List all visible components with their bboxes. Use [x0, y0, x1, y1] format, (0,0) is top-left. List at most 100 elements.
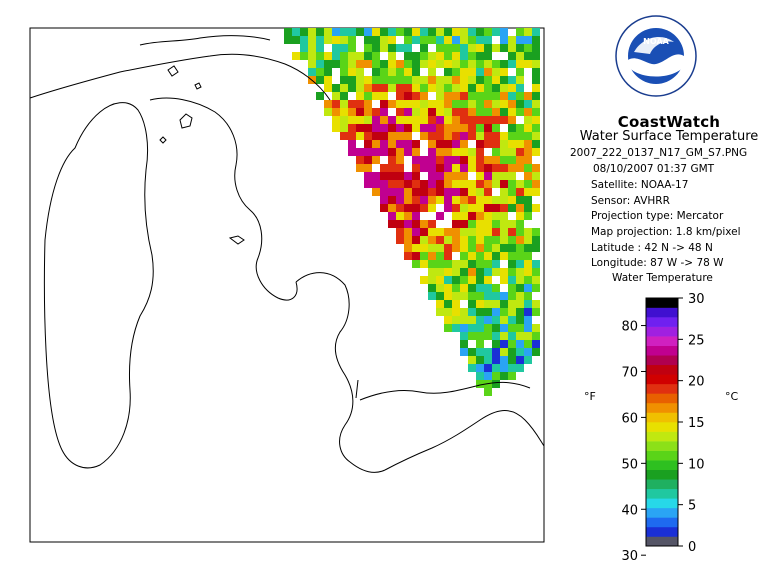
sst-pixel [460, 148, 468, 156]
sst-pixel [372, 188, 380, 196]
sst-pixel [484, 84, 492, 92]
sst-pixel [396, 132, 404, 140]
sst-pixel [500, 332, 508, 340]
sst-pixel [492, 308, 500, 316]
sst-pixel [484, 212, 492, 220]
sst-pixel [420, 44, 428, 52]
sst-pixel [500, 140, 508, 148]
sst-pixel [460, 324, 468, 332]
sst-pixel [444, 132, 452, 140]
sst-pixel [284, 36, 292, 44]
sst-pixel [484, 196, 492, 204]
sst-pixel [476, 204, 484, 212]
sst-pixel [412, 188, 420, 196]
sst-pixel [516, 260, 524, 268]
sst-pixel [476, 372, 484, 380]
sst-pixel [508, 356, 516, 364]
sst-pixel [404, 52, 412, 60]
sst-pixel [508, 180, 516, 188]
sst-pixel [324, 68, 332, 76]
sst-pixel [444, 244, 452, 252]
sst-pixel [476, 364, 484, 372]
colorbar-swatch [646, 374, 678, 385]
colorbar-swatch [646, 450, 678, 461]
sst-pixel [372, 76, 380, 84]
sst-pixel [460, 188, 468, 196]
sst-pixel [396, 60, 404, 68]
sst-pixel [492, 100, 500, 108]
sst-pixel [500, 60, 508, 68]
sst-pixel [492, 372, 500, 380]
sst-pixel [508, 204, 516, 212]
sst-pixel [524, 332, 532, 340]
sst-pixel [484, 60, 492, 68]
sst-pixel [468, 228, 476, 236]
sst-pixel [348, 100, 356, 108]
sst-pixel [444, 284, 452, 292]
sst-pixel [492, 244, 500, 252]
sst-pixel [404, 180, 412, 188]
sst-pixel [524, 92, 532, 100]
sst-pixel [436, 92, 444, 100]
sst-pixel [372, 148, 380, 156]
sst-pixel [484, 356, 492, 364]
sst-pixel [460, 196, 468, 204]
sst-pixel [356, 156, 364, 164]
sst-pixel [476, 332, 484, 340]
sst-pixel [380, 132, 388, 140]
sst-pixel [380, 60, 388, 68]
sst-pixel [428, 260, 436, 268]
sst-pixel [412, 220, 420, 228]
sst-pixel [412, 180, 420, 188]
sst-pixel [396, 92, 404, 100]
sst-pixel [484, 44, 492, 52]
sst-pixel [364, 124, 372, 132]
sst-pixel [492, 220, 500, 228]
sst-pixel [428, 220, 436, 228]
sst-pixel [492, 324, 500, 332]
sst-pixel [492, 236, 500, 244]
colorbar-title: Water Temperature [612, 272, 713, 284]
sst-pixel [436, 76, 444, 84]
sst-pixel [340, 52, 348, 60]
sst-pixel [460, 180, 468, 188]
sst-pixel [380, 92, 388, 100]
sst-pixel [460, 44, 468, 52]
sst-pixel [492, 84, 500, 92]
sst-pixel [364, 172, 372, 180]
sst-pixel [500, 276, 508, 284]
sst-pixel [532, 236, 540, 244]
sst-pixel [428, 252, 436, 260]
sst-pixel [476, 52, 484, 60]
sst-pixel [516, 108, 524, 116]
sst-pixel [500, 300, 508, 308]
sst-pixel [516, 236, 524, 244]
sst-pixel [316, 36, 324, 44]
sst-pixel [460, 132, 468, 140]
sst-pixel [428, 180, 436, 188]
sst-pixel [468, 52, 476, 60]
sst-pixel [404, 108, 412, 116]
sst-pixel [492, 364, 500, 372]
sst-pixel [492, 76, 500, 84]
sst-pixel [484, 252, 492, 260]
sst-pixel [500, 236, 508, 244]
sst-pixel [396, 124, 404, 132]
sst-pixel [420, 100, 428, 108]
sst-pixel [468, 260, 476, 268]
sst-pixel [324, 28, 332, 36]
sst-pixel [524, 28, 532, 36]
sst-pixel [460, 236, 468, 244]
fahrenheit-tick-label: 50 [621, 457, 638, 472]
sst-pixel [460, 28, 468, 36]
sst-pixel [524, 212, 532, 220]
sst-pixel [452, 60, 460, 68]
sst-pixel [524, 244, 532, 252]
sst-pixel [452, 188, 460, 196]
sst-pixel [428, 244, 436, 252]
noaa-logo-text: NOAA [643, 37, 669, 46]
sst-pixel [412, 164, 420, 172]
sst-pixel [516, 212, 524, 220]
sst-pixel [476, 292, 484, 300]
sst-pixel [308, 60, 316, 68]
